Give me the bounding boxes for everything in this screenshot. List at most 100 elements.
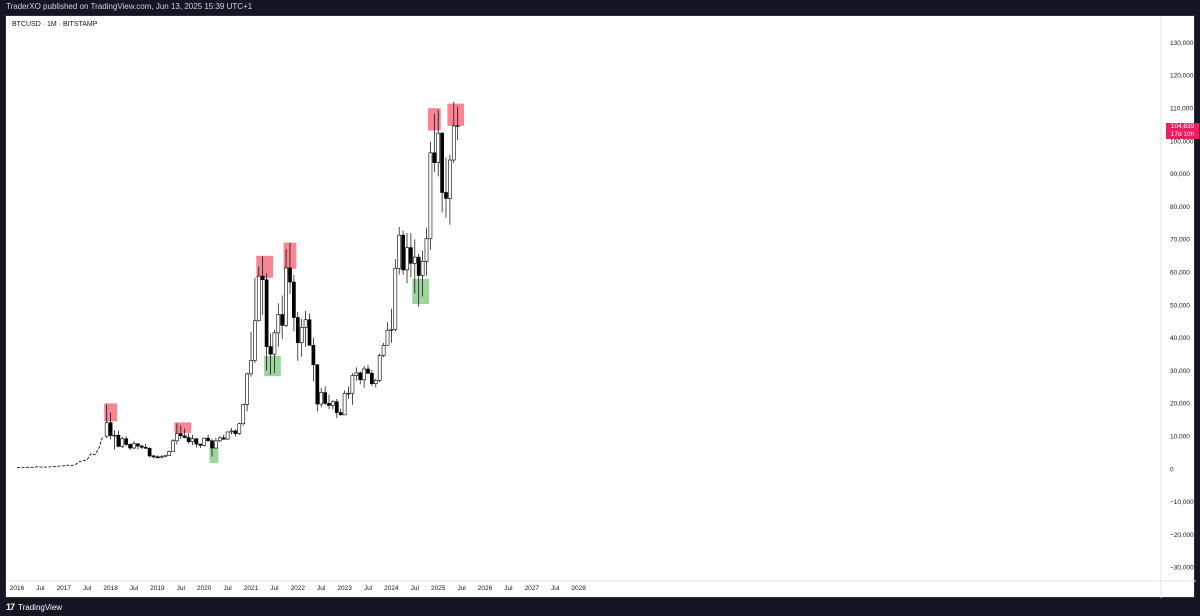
candle (412, 239, 417, 294)
chart-panel[interactable]: −30,000 −20,000 −10,000 0 10,000 20,000 30,000… (5, 15, 1199, 599)
bottom-highlight-zone (264, 355, 281, 377)
candle (401, 230, 405, 275)
price-tick-label: 90,000 (1170, 171, 1190, 178)
candle-body-down (416, 256, 421, 276)
time-tick-label: 2022 (291, 585, 306, 592)
top-highlight-zone (447, 103, 465, 126)
candle (186, 433, 191, 444)
price-tick-label: 130,000 (1170, 40, 1194, 47)
candle-body-down (198, 443, 203, 446)
candle (319, 387, 324, 408)
time-tick-label: 2021 (244, 585, 259, 592)
candle-body-up (253, 320, 257, 361)
candle (268, 333, 273, 375)
candle (163, 455, 168, 457)
candle-body-down (401, 234, 405, 271)
candle-body-up (284, 267, 288, 326)
tradingview-logo[interactable]: 17 TradingView (6, 601, 62, 613)
candle-body-down (307, 319, 312, 346)
time-tick-label: 2017 (57, 585, 72, 592)
time-tick-label: Jul (177, 585, 186, 592)
candle (292, 275, 296, 332)
candle-body-down (178, 433, 183, 437)
candle-body-down (139, 445, 144, 448)
candle (190, 434, 195, 446)
candle-body-down (136, 443, 140, 447)
candle (136, 443, 140, 450)
price-tick-label: −10,000 (1170, 499, 1194, 506)
candle-body-down (182, 435, 187, 438)
candle-body-down (288, 267, 292, 283)
candle-body-up (214, 440, 218, 449)
candle (202, 437, 207, 447)
candle-body-down (409, 247, 413, 264)
candle-body-down (128, 444, 132, 449)
candle (373, 378, 378, 388)
candle-body-up (354, 372, 359, 376)
bar-countdown: 17d 10h (1170, 131, 1195, 138)
time-tick-label: 2028 (571, 585, 586, 592)
candle-body-up (159, 456, 164, 459)
candle (299, 318, 304, 357)
candle (217, 436, 222, 443)
candle-body-down (280, 314, 285, 326)
candle-body-down (194, 438, 199, 445)
time-tick-label: Jul (551, 585, 560, 592)
price-tick-label: 120,000 (1170, 73, 1194, 80)
candle-body-up (171, 440, 175, 452)
top-highlight-zone (256, 255, 273, 278)
candle (346, 386, 351, 399)
candle-body-up (190, 438, 195, 443)
candle-body-up (132, 443, 136, 449)
candle (420, 250, 425, 297)
candle (455, 106, 460, 141)
candle-body-up (202, 437, 207, 446)
candle-body-up (276, 314, 281, 334)
candle-body-up (393, 267, 398, 330)
candle-body-up (412, 256, 417, 264)
candle-body-down (206, 437, 210, 442)
candle-body-up (397, 234, 402, 269)
candle (284, 249, 288, 327)
candle (143, 443, 148, 449)
candle-body-down (108, 422, 113, 436)
candle-body-up (120, 438, 125, 447)
candle (354, 367, 359, 381)
candle (288, 242, 292, 295)
candle (155, 455, 160, 459)
time-tick-label: 2025 (431, 585, 446, 592)
price-tick-label: 20,000 (1170, 401, 1190, 408)
candle (448, 154, 452, 225)
time-tick-label: 2020 (197, 585, 212, 592)
early-price-line (16, 436, 104, 469)
candle (206, 434, 210, 442)
candle-body-up (256, 275, 261, 322)
candle-body-up (350, 375, 355, 394)
candle (272, 329, 277, 373)
candle-body-down (334, 401, 339, 413)
candle-body-up (373, 380, 378, 385)
price-tick-label: −30,000 (1170, 565, 1194, 572)
candle (276, 303, 281, 347)
candle (147, 447, 152, 458)
candle-body-up (448, 159, 452, 199)
candlestick-chart[interactable]: −30,000 −20,000 −10,000 0 10,000 20,000 30,000… (6, 16, 1196, 599)
price-tick-label: 0 (1170, 466, 1174, 473)
candle (405, 233, 409, 284)
candle-body-up (381, 345, 386, 356)
candle (210, 438, 214, 457)
candle (260, 256, 265, 315)
candle-body-up (104, 422, 109, 437)
candle-body-down (147, 448, 152, 457)
candle-body-up (424, 238, 429, 262)
candle (171, 439, 175, 452)
price-tick-label: 100,000 (1170, 138, 1194, 145)
candle (385, 322, 390, 346)
candle-body-up (229, 430, 234, 433)
candle (237, 422, 242, 435)
candle-body-down (440, 132, 444, 193)
candle-body-up (362, 368, 366, 381)
candle-body-up (331, 401, 335, 406)
candle (342, 390, 347, 416)
candle-body-up (405, 247, 409, 271)
